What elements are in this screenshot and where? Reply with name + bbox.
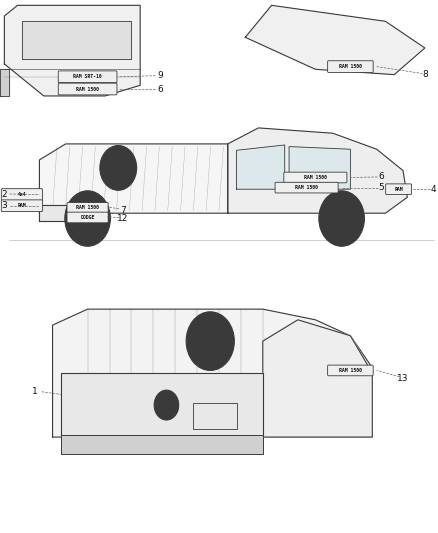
Text: RAM: RAM: [394, 187, 403, 192]
Circle shape: [319, 191, 364, 246]
FancyBboxPatch shape: [386, 184, 411, 195]
FancyBboxPatch shape: [67, 203, 108, 213]
Text: RAM 1500: RAM 1500: [76, 86, 99, 92]
Text: 2: 2: [2, 190, 7, 198]
Text: 13: 13: [397, 374, 409, 383]
FancyBboxPatch shape: [284, 172, 347, 183]
Circle shape: [337, 213, 346, 224]
Bar: [39, 211, 83, 221]
Text: 12: 12: [117, 214, 128, 223]
Text: RAM 1500: RAM 1500: [339, 64, 362, 69]
Polygon shape: [0, 69, 9, 96]
Text: 4x4: 4x4: [18, 192, 26, 197]
Circle shape: [328, 201, 356, 236]
Circle shape: [197, 325, 223, 357]
Text: 6: 6: [378, 173, 384, 181]
Polygon shape: [39, 144, 228, 213]
Polygon shape: [22, 21, 131, 59]
FancyBboxPatch shape: [58, 71, 117, 83]
FancyBboxPatch shape: [275, 182, 338, 193]
Polygon shape: [39, 205, 88, 221]
Circle shape: [74, 201, 102, 236]
Circle shape: [100, 146, 137, 190]
FancyBboxPatch shape: [67, 212, 108, 223]
Text: RAM 1500: RAM 1500: [295, 185, 318, 190]
Text: 5: 5: [378, 183, 384, 192]
Text: 7: 7: [120, 206, 126, 214]
Text: DODGE: DODGE: [81, 215, 95, 220]
Text: 8: 8: [422, 70, 428, 79]
Text: RAM: RAM: [18, 203, 26, 208]
Polygon shape: [245, 5, 425, 75]
FancyBboxPatch shape: [328, 365, 373, 376]
Polygon shape: [228, 128, 407, 213]
Bar: [61, 435, 263, 454]
Text: 1: 1: [32, 387, 38, 396]
Text: RAM 1500: RAM 1500: [76, 205, 99, 211]
Circle shape: [83, 213, 92, 224]
Polygon shape: [263, 320, 372, 437]
Polygon shape: [53, 309, 372, 437]
FancyBboxPatch shape: [1, 189, 42, 200]
Text: 3: 3: [1, 201, 7, 210]
Polygon shape: [237, 145, 285, 189]
Circle shape: [159, 396, 174, 414]
FancyBboxPatch shape: [58, 83, 117, 95]
Text: 9: 9: [157, 71, 163, 80]
Text: 4: 4: [431, 185, 436, 193]
Bar: [193, 403, 237, 429]
Text: RAM SRT-10: RAM SRT-10: [73, 74, 102, 79]
FancyBboxPatch shape: [1, 200, 42, 212]
Polygon shape: [4, 5, 140, 96]
Circle shape: [186, 312, 234, 370]
Circle shape: [65, 191, 110, 246]
Polygon shape: [289, 147, 350, 189]
Text: 6: 6: [157, 85, 163, 93]
Circle shape: [109, 157, 127, 179]
Polygon shape: [61, 373, 263, 437]
FancyBboxPatch shape: [328, 61, 373, 72]
Text: RAM 1500: RAM 1500: [304, 175, 327, 180]
Text: RAM 1500: RAM 1500: [339, 368, 362, 373]
Circle shape: [154, 390, 179, 420]
